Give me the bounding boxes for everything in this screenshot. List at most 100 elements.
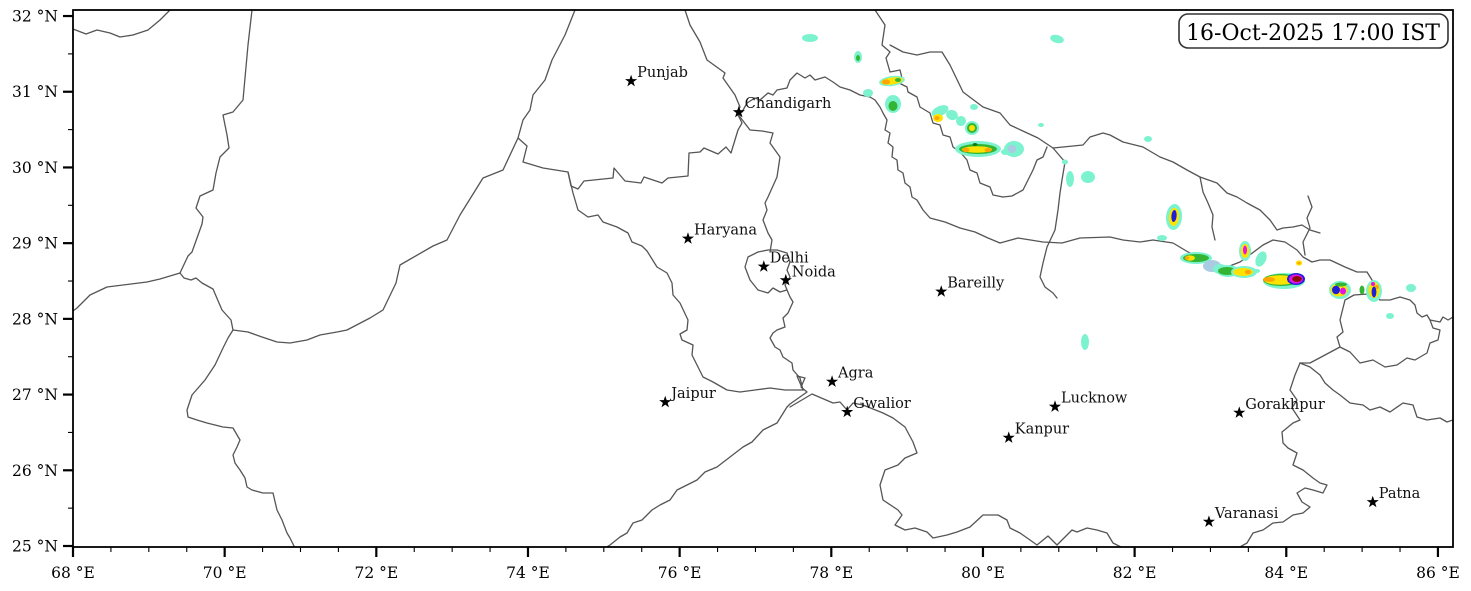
radar-cell [1335, 282, 1347, 287]
boundary-yamuna-south [769, 289, 804, 391]
city-label-delhi: Delhi [770, 251, 809, 267]
boundary-yamuna-north [736, 112, 781, 253]
boundary-uttarakhand-north [889, 44, 1054, 149]
x-tick-label: 76 °E [658, 564, 702, 582]
radar-cell [1081, 171, 1095, 183]
boundary-delhi-outline [744, 249, 791, 294]
x-tick-label: 86 °E [1416, 564, 1460, 582]
y-tick-label: 28 °N [12, 310, 58, 328]
radar-cell [895, 78, 901, 82]
city-marker-bareilly [935, 285, 948, 297]
city-label-punjab: Punjab [637, 65, 688, 81]
city-marker-kanpur [1002, 431, 1015, 443]
state-boundaries-layer [73, 10, 1453, 547]
city-marker-gwalior [841, 405, 854, 418]
radar-cell [1001, 149, 1009, 155]
y-tick-label: 27 °N [12, 386, 58, 404]
radar-cell [1263, 277, 1275, 282]
radar-cell [1066, 171, 1074, 187]
boundary-up-mp [789, 393, 1123, 547]
radar-cell [962, 146, 992, 153]
y-tick-label: 26 °N [12, 462, 58, 480]
x-tick-label: 70 °E [203, 564, 247, 582]
radar-cell [970, 104, 978, 110]
radar-cell [931, 105, 949, 117]
city-marker-agra [825, 375, 839, 387]
axes-ticks-layer: 68 °E 70 °E 72 °E 74 °E 76 °E 78 °E 80 °E 82 °E… [12, 8, 1460, 582]
x-tick-label: 82 °E [1113, 564, 1157, 582]
radar-cell [1255, 251, 1267, 267]
radar-cell [956, 116, 966, 126]
radar-cell [1386, 313, 1394, 319]
radar-cell [802, 34, 818, 42]
radar-cell [1016, 143, 1022, 147]
boundary-champaran-loop [1336, 293, 1441, 368]
radar-cell [1292, 276, 1302, 282]
boundary-himachal-punjab [684, 10, 741, 114]
y-tick-label: 25 °N [12, 538, 58, 556]
boundary-mountain-front [736, 72, 1001, 244]
radar-cell [1371, 286, 1377, 298]
boundary-nepal-north [1052, 132, 1321, 234]
city-label-bareilly: Bareilly [947, 276, 1005, 292]
radar-cell [1007, 145, 1017, 153]
x-tick-label: 72 °E [354, 564, 398, 582]
city-label-patna: Patna [1379, 486, 1421, 502]
x-tick-label: 80 °E [961, 564, 1005, 582]
radar-cell [934, 116, 940, 120]
radar-cell [1406, 284, 1416, 292]
radar-cell [863, 89, 873, 97]
radar-cell [856, 55, 860, 61]
boundary-india-pakistan [186, 10, 576, 547]
city-label-varanasi: Varanasi [1214, 506, 1279, 522]
boundary-pk-punjab-balochistan [179, 10, 253, 274]
city-label-gwalior: Gwalior [853, 396, 911, 412]
radar-cell [1157, 235, 1167, 241]
radar-echoes-layer [802, 34, 1416, 350]
city-marker-punjab [625, 74, 638, 87]
city-marker-chandigarh [732, 105, 745, 118]
radar-cell [1184, 256, 1190, 260]
city-label-agra: Agra [837, 366, 874, 382]
city-label-haryana: Haryana [694, 223, 757, 239]
radar-cell [1144, 136, 1152, 142]
city-label-gorakhpur: Gorakhpur [1245, 397, 1325, 413]
boundary-up-bihar [1238, 362, 1328, 547]
timestamp-layer: 16-Oct-2025 17:00 IST [1178, 13, 1449, 49]
boundary-gandak-east [1299, 362, 1453, 423]
boundary-terai-nepal [999, 236, 1453, 323]
boundary-pk-punjab-sindh [179, 272, 234, 331]
city-label-chandigarh: Chandigarh [745, 96, 832, 112]
boundary-balochistan-sindh [73, 272, 181, 312]
radar-cell [1050, 34, 1064, 44]
boundary-champaran-west [1299, 346, 1341, 364]
city-marker-varanasi [1202, 515, 1216, 527]
y-tick-label: 31 °N [12, 83, 58, 101]
city-marker-jaipur [659, 395, 672, 408]
radar-cell [1038, 123, 1044, 127]
boundary-up-rajasthan-beak [786, 375, 808, 408]
radar-cell [972, 143, 978, 146]
x-tick-label: 68 °E [51, 564, 95, 582]
boundary-himachal-uttarakhand [874, 10, 1004, 198]
city-label-lucknow: Lucknow [1061, 391, 1128, 407]
radar-cell [1243, 245, 1247, 255]
boundary-uttarakhand-west-hook [1002, 146, 1048, 198]
city-marker-lucknow [1048, 400, 1062, 412]
radar-cell [1171, 210, 1177, 222]
city-marker-noida [779, 273, 792, 286]
city-marker-patna [1366, 495, 1379, 508]
radar-cell [888, 101, 898, 111]
boundary-nepal-internal-1 [1199, 176, 1216, 241]
timestamp-box [1178, 13, 1449, 49]
radar-cell [1359, 285, 1365, 295]
city-label-kanpur: Kanpur [1015, 422, 1069, 438]
radar-cell [1244, 269, 1252, 275]
city-label-noida: Noida [792, 264, 836, 280]
radar-cell [984, 147, 992, 153]
radar-cell [1297, 261, 1301, 265]
radar-cell [882, 79, 890, 85]
plot-frame [72, 9, 1454, 548]
